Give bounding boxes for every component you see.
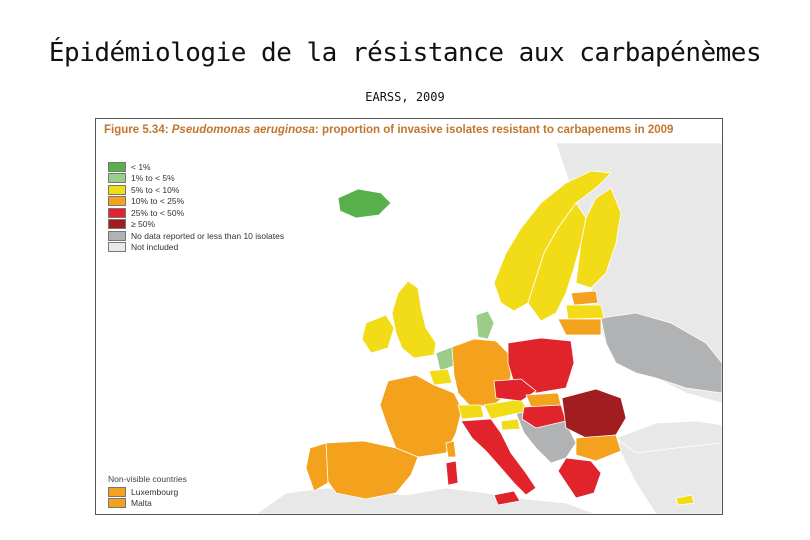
legend-swatch xyxy=(108,161,126,172)
non-visible-list: Luxembourg Malta xyxy=(108,486,187,508)
region-turkey xyxy=(615,420,722,454)
country-cyprus xyxy=(675,494,695,506)
europe-map xyxy=(96,143,722,514)
legend-item: Not included xyxy=(108,242,284,254)
country-poland xyxy=(507,337,575,394)
map-legend: < 1% 1% to < 5% 5% to < 10% 10% to < 25% 25%… xyxy=(108,161,284,253)
country-sardinia xyxy=(445,460,459,486)
legend-item: 5% to < 10% xyxy=(108,184,284,196)
legend-label: < 1% xyxy=(131,161,151,172)
region-north-africa xyxy=(255,487,597,514)
region-belarus-ukraine xyxy=(600,312,722,394)
legend-swatch xyxy=(108,173,126,184)
non-visible-title: Non-visible countries xyxy=(108,474,187,484)
country-belgium xyxy=(428,368,453,386)
figure-label: Figure 5.34: xyxy=(104,124,169,136)
legend-label: 25% to < 50% xyxy=(131,207,185,218)
page-subtitle: EARSS, 2009 xyxy=(365,90,445,104)
figure-caption-text: : proportion of invasive isolates resist… xyxy=(314,124,674,136)
legend-swatch xyxy=(108,219,126,230)
country-italy xyxy=(460,418,537,496)
country-hungary xyxy=(521,404,567,429)
legend-label: 5% to < 10% xyxy=(131,184,180,195)
non-visible-label: Malta xyxy=(131,497,152,508)
figure-organism: Pseudomonas aeruginosa xyxy=(171,124,315,136)
country-bulgaria xyxy=(575,434,622,462)
legend-swatch xyxy=(108,184,126,195)
legend-swatch xyxy=(108,242,126,253)
country-lithuania xyxy=(557,318,602,336)
country-romania xyxy=(561,388,627,439)
legend-swatch xyxy=(108,486,126,497)
non-visible-item: Luxembourg xyxy=(108,486,187,497)
legend-item: ≥ 50% xyxy=(108,219,284,231)
non-visible-item: Malta xyxy=(108,497,187,508)
country-latvia xyxy=(565,304,605,320)
legend-item: 10% to < 25% xyxy=(108,196,284,208)
country-uk xyxy=(391,280,437,359)
country-finland xyxy=(575,187,622,289)
legend-item: 25% to < 50% xyxy=(108,207,284,219)
country-spain xyxy=(321,440,419,500)
country-iceland xyxy=(337,188,392,219)
page-title: Épidémiologie de la résistance aux carba… xyxy=(48,38,762,68)
legend-item: No data reported or less than 10 isolate… xyxy=(108,230,284,242)
non-visible-label: Luxembourg xyxy=(131,486,179,497)
country-switzerland xyxy=(457,404,485,420)
legend-swatch xyxy=(108,230,126,241)
legend-item: < 1% xyxy=(108,161,284,173)
legend-label: No data reported or less than 10 isolate… xyxy=(131,230,285,241)
legend-label: 1% to < 5% xyxy=(131,173,175,184)
country-greece xyxy=(557,457,602,499)
country-sicily xyxy=(493,490,521,506)
country-corsica xyxy=(445,440,457,458)
map-figure: Figure 5.34: Pseudomonas aeruginosa: pro… xyxy=(95,118,723,515)
country-slovenia xyxy=(500,418,521,431)
country-denmark xyxy=(475,310,495,340)
non-visible-countries: Non-visible countries Luxembourg Malta xyxy=(108,474,187,508)
legend-swatch xyxy=(108,497,126,508)
legend-label: Not included xyxy=(131,242,179,253)
legend-swatch xyxy=(108,196,126,207)
legend-item: 1% to < 5% xyxy=(108,173,284,185)
country-estonia xyxy=(570,290,599,306)
figure-caption: Figure 5.34: Pseudomonas aeruginosa: pro… xyxy=(104,124,673,136)
country-portugal xyxy=(305,442,329,492)
legend-label: ≥ 50% xyxy=(131,219,156,230)
country-ireland xyxy=(361,314,395,354)
legend-label: 10% to < 25% xyxy=(131,196,185,207)
legend-swatch xyxy=(108,207,126,218)
